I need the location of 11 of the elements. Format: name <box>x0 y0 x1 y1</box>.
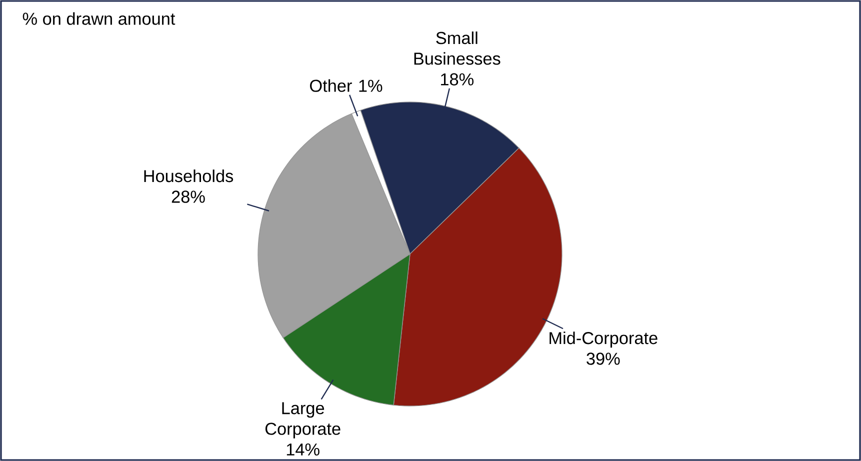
slice-label: Large Corporate <box>265 402 340 438</box>
data-label: 14% <box>286 443 320 456</box>
data-label: 28% <box>172 190 205 203</box>
slice-label: Households <box>144 170 234 182</box>
data-label: 39% <box>586 352 620 365</box>
slice-label: Small Businesses <box>414 31 500 65</box>
chart-title: % on drawn amount <box>22 12 176 25</box>
data-label: 1% <box>359 80 382 92</box>
slice-label: Mid-Corporate <box>550 332 658 348</box>
data-label: 18% <box>441 73 474 86</box>
slice-label: Other <box>310 79 352 92</box>
